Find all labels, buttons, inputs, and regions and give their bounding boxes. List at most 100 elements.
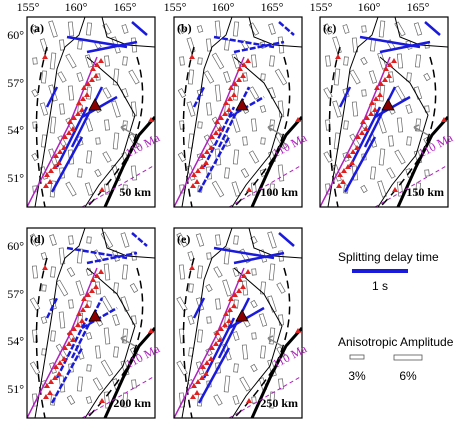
lon-label: 165° [114, 0, 137, 14]
anisotropy-bar [277, 164, 285, 182]
lat-label: 54° [7, 123, 24, 137]
volcano [245, 269, 251, 274]
volcano [81, 85, 87, 90]
volcano [52, 164, 58, 169]
anisotropy-bar [85, 332, 93, 340]
volcano [360, 119, 366, 124]
volcano [89, 77, 95, 82]
anisotropy-bar [215, 298, 221, 310]
volcano [47, 390, 53, 395]
volcano [67, 119, 73, 124]
anisotropy-bar [205, 283, 213, 293]
volcano [236, 288, 242, 293]
lon-label: 155° [310, 0, 333, 14]
legend: Splitting delay time 1 s Anisotropic Amp… [338, 250, 454, 383]
legend-title: Splitting delay time [338, 250, 439, 264]
volcano [227, 307, 233, 312]
anisotropy-bar [223, 375, 231, 393]
anisotropy-bar [342, 24, 350, 34]
splitting-bar [131, 232, 148, 247]
volcano [295, 117, 301, 122]
panel-label: (d) [30, 232, 45, 246]
anisotropy-bar [67, 21, 75, 37]
volcano [222, 322, 228, 327]
anisotropy-bar [394, 149, 406, 165]
anisotropy-bar [68, 299, 74, 309]
volcano [349, 160, 355, 165]
panel-label: (e) [177, 232, 190, 246]
splitting-bar [202, 106, 236, 168]
anisotropy-bar [232, 149, 240, 165]
volcano [226, 107, 232, 112]
volcano [76, 311, 82, 316]
volcano [66, 130, 72, 135]
volcano [295, 328, 301, 333]
anisotropy-bar [268, 263, 276, 281]
volcano [236, 77, 242, 82]
splitting-bar [86, 40, 138, 54]
volcano [148, 328, 154, 333]
volcano [364, 115, 370, 120]
anisotropy-bar [368, 70, 378, 84]
coastline [231, 228, 302, 418]
coastline [34, 17, 86, 207]
plate-line [174, 267, 245, 418]
anisotropy-bar [396, 117, 404, 133]
volcano [387, 62, 393, 67]
splitting-bar [55, 317, 89, 379]
anisotropy-bar [177, 24, 187, 34]
volcano [377, 92, 383, 97]
volcano [208, 145, 214, 150]
volcano [88, 309, 102, 322]
legend-title: Anisotropic Amplitude [338, 335, 454, 349]
volcano [214, 330, 220, 335]
map-frame [319, 16, 449, 208]
volcano [209, 345, 215, 350]
volcano [246, 398, 252, 403]
anisotropy-bar [29, 361, 41, 375]
anisotropy-bar [250, 363, 258, 373]
volcano [350, 149, 356, 154]
splitting-bar [70, 297, 104, 359]
anisotropy-bar [65, 53, 77, 69]
volcano [235, 98, 249, 111]
lat-label: 57° [7, 76, 24, 90]
anisotropy-bar [394, 85, 406, 101]
volcano [53, 153, 59, 158]
volcano [90, 66, 96, 71]
isochron [228, 375, 302, 418]
anisotropy-bar [57, 71, 67, 83]
splitting-bar [379, 40, 431, 54]
anisotropy-bar [131, 315, 137, 325]
anisotropy-bar [214, 84, 222, 102]
anisotropy-bar [250, 118, 258, 132]
splitting-bar [343, 136, 377, 193]
volcano [199, 375, 205, 380]
volcano [189, 265, 195, 270]
anisotropy-bar [29, 233, 41, 247]
volcano [70, 337, 76, 342]
anisotropy-bar [267, 231, 277, 249]
trench [103, 327, 155, 418]
depth-label: 150 km [406, 185, 444, 199]
anisotropy-bar [103, 327, 111, 345]
anisotropy-bar [378, 148, 386, 166]
anisotropy-bar [187, 69, 195, 85]
volcano [148, 117, 154, 122]
anisotropy-bar [187, 251, 195, 261]
anisotropy-bar [76, 72, 84, 82]
anisotropy-bar [361, 89, 367, 97]
isochron [81, 164, 155, 207]
anisotropy-bar [104, 119, 110, 131]
lon-label: 155° [17, 0, 40, 14]
lon-label: 155° [164, 0, 187, 14]
anisotropy-bar [31, 88, 39, 98]
anisotropy-bar [176, 232, 188, 248]
anisotropy-bar [232, 21, 240, 37]
volcano [214, 119, 220, 124]
anisotropy-bar [250, 54, 258, 68]
splitting-bar [278, 21, 295, 36]
anisotropy-bar [196, 329, 204, 343]
